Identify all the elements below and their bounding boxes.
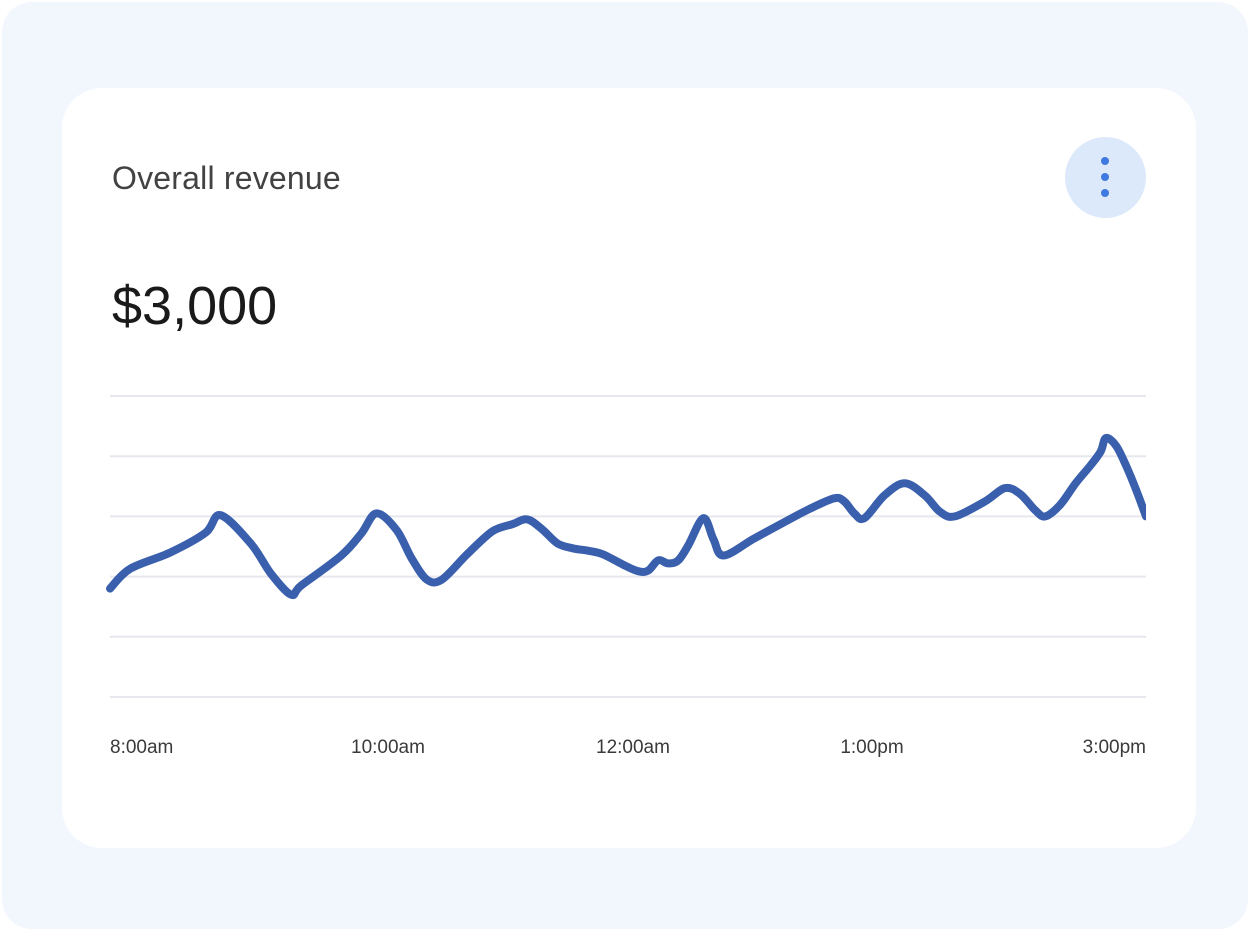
x-tick-label: 8:00am bbox=[110, 737, 173, 758]
more-options-button[interactable] bbox=[1065, 137, 1146, 218]
revenue-series-line bbox=[106, 433, 1146, 600]
x-tick-label: 12:00am bbox=[596, 737, 670, 758]
more-vertical-icon bbox=[1101, 157, 1109, 165]
card-title: Overall revenue bbox=[112, 160, 341, 196]
revenue-total: $3,000 bbox=[112, 276, 278, 336]
more-vertical-icon-dot bbox=[1101, 173, 1109, 181]
x-tick-label: 10:00am bbox=[351, 737, 425, 758]
revenue-card: Overall revenue $3,000 8:00am 10:00am 12:0… bbox=[62, 88, 1196, 848]
more-vertical-icon-dot bbox=[1101, 189, 1109, 197]
x-tick-label: 1:00pm bbox=[840, 737, 903, 758]
revenue-line-chart: 8:00am 10:00am 12:00am 1:00pm 3:00pm bbox=[106, 395, 1146, 758]
x-tick-label: 3:00pm bbox=[1083, 737, 1146, 758]
